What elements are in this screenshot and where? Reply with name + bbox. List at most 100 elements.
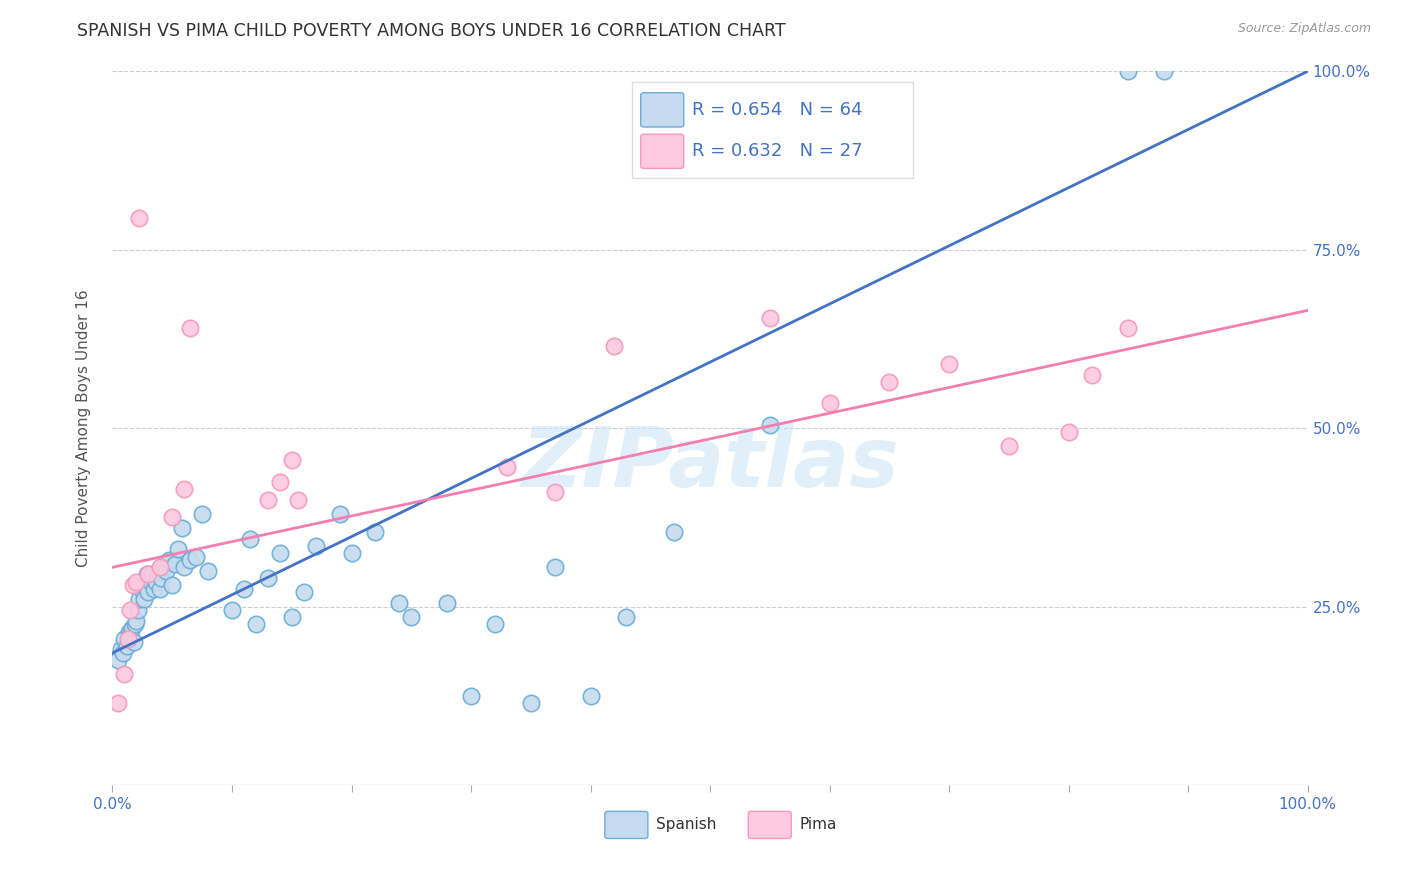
- Point: [128, 592, 150, 607]
- Point: [759, 417, 782, 432]
- Point: [138, 585, 160, 599]
- Point: [124, 617, 146, 632]
- Point: [269, 546, 291, 560]
- Point: [257, 571, 280, 585]
- Point: [759, 310, 782, 325]
- Point: [191, 507, 214, 521]
- Point: [167, 542, 190, 557]
- FancyBboxPatch shape: [641, 93, 683, 127]
- Point: [155, 564, 177, 578]
- Point: [139, 574, 162, 589]
- Point: [149, 560, 172, 574]
- Point: [520, 696, 543, 710]
- Point: [269, 475, 291, 489]
- Point: [162, 578, 183, 592]
- Point: [340, 546, 363, 560]
- Point: [153, 560, 176, 574]
- Point: [616, 610, 638, 624]
- Point: [131, 578, 153, 592]
- Text: R = 0.632   N = 27: R = 0.632 N = 27: [692, 143, 863, 161]
- Point: [114, 667, 135, 681]
- Point: [120, 603, 142, 617]
- Point: [138, 571, 160, 585]
- Point: [603, 339, 626, 353]
- Point: [245, 617, 267, 632]
- Point: [110, 642, 132, 657]
- FancyBboxPatch shape: [633, 82, 914, 178]
- Point: [173, 482, 195, 496]
- Point: [149, 582, 172, 596]
- Point: [484, 617, 506, 632]
- Y-axis label: Child Poverty Among Boys Under 16: Child Poverty Among Boys Under 16: [76, 289, 91, 567]
- Point: [329, 507, 352, 521]
- Point: [129, 582, 152, 596]
- Point: [138, 567, 160, 582]
- Point: [145, 574, 167, 589]
- Point: [118, 624, 141, 639]
- Point: [401, 610, 423, 624]
- Point: [125, 614, 148, 628]
- Point: [150, 571, 173, 585]
- Point: [287, 492, 309, 507]
- Point: [664, 524, 686, 539]
- Point: [128, 211, 150, 225]
- FancyBboxPatch shape: [605, 812, 648, 838]
- Text: SPANISH VS PIMA CHILD POVERTY AMONG BOYS UNDER 16 CORRELATION CHART: SPANISH VS PIMA CHILD POVERTY AMONG BOYS…: [77, 22, 786, 40]
- Point: [143, 582, 166, 596]
- Point: [112, 646, 135, 660]
- Point: [1118, 64, 1140, 78]
- Point: [543, 485, 565, 500]
- Point: [122, 635, 145, 649]
- Point: [221, 603, 243, 617]
- Point: [1118, 321, 1140, 335]
- Point: [364, 524, 387, 539]
- Point: [239, 532, 262, 546]
- Point: [146, 564, 169, 578]
- Point: [179, 553, 201, 567]
- Point: [121, 621, 143, 635]
- Point: [292, 585, 315, 599]
- Point: [186, 549, 208, 564]
- Point: [117, 632, 139, 646]
- Text: Pima: Pima: [800, 817, 837, 832]
- Point: [1081, 368, 1104, 382]
- Point: [173, 560, 195, 574]
- Point: [938, 357, 960, 371]
- Point: [115, 639, 138, 653]
- Point: [132, 592, 155, 607]
- Text: R = 0.654   N = 64: R = 0.654 N = 64: [692, 101, 863, 119]
- Point: [233, 582, 256, 596]
- Point: [1153, 64, 1175, 78]
- Point: [496, 460, 519, 475]
- FancyBboxPatch shape: [641, 134, 683, 169]
- Point: [436, 596, 458, 610]
- Point: [107, 696, 129, 710]
- Point: [107, 653, 129, 667]
- Point: [281, 453, 304, 467]
- Point: [818, 396, 841, 410]
- Point: [141, 567, 163, 582]
- Point: [460, 689, 482, 703]
- Point: [179, 321, 201, 335]
- Point: [163, 557, 186, 571]
- Point: [121, 578, 143, 592]
- Point: [134, 578, 156, 592]
- Point: [120, 628, 142, 642]
- Point: [1057, 425, 1080, 439]
- Point: [257, 492, 280, 507]
- Point: [281, 610, 304, 624]
- Text: Spanish: Spanish: [657, 817, 717, 832]
- Point: [157, 553, 180, 567]
- FancyBboxPatch shape: [748, 812, 792, 838]
- Point: [388, 596, 411, 610]
- Point: [879, 375, 901, 389]
- Text: Source: ZipAtlas.com: Source: ZipAtlas.com: [1237, 22, 1371, 36]
- Point: [579, 689, 602, 703]
- Point: [305, 539, 328, 553]
- Point: [114, 632, 135, 646]
- Point: [543, 560, 565, 574]
- Text: ZIPatlas: ZIPatlas: [522, 424, 898, 504]
- Point: [125, 574, 148, 589]
- Point: [127, 603, 149, 617]
- Point: [162, 510, 183, 524]
